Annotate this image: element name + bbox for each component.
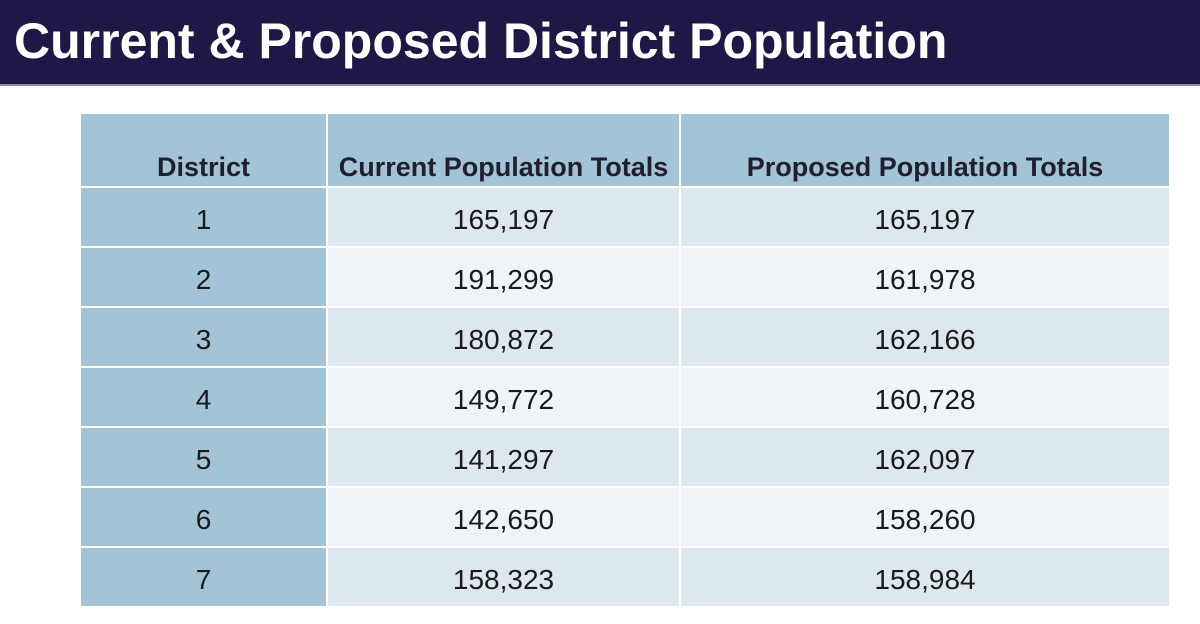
- current-population-cell: 158,323: [326, 546, 681, 608]
- district-cell: 7: [79, 546, 328, 608]
- proposed-population-cell: 158,984: [679, 546, 1171, 608]
- title-bar: Current & Proposed District Population: [0, 0, 1200, 86]
- header-proposed-population: Proposed Population Totals: [679, 112, 1171, 188]
- proposed-population-cell: 162,097: [679, 426, 1171, 488]
- district-cell: 3: [79, 306, 328, 368]
- proposed-population-cell: 165,197: [679, 186, 1171, 248]
- district-cell: 5: [79, 426, 328, 488]
- district-cell: 6: [79, 486, 328, 548]
- district-cell: 4: [79, 366, 328, 428]
- table-row: 6 142,650 158,260: [79, 486, 1171, 548]
- current-population-cell: 191,299: [326, 246, 681, 308]
- proposed-population-cell: 161,978: [679, 246, 1171, 308]
- table-row: 3 180,872 162,166: [79, 306, 1171, 368]
- table-row: 7 158,323 158,984: [79, 546, 1171, 608]
- current-population-cell: 141,297: [326, 426, 681, 488]
- current-population-cell: 142,650: [326, 486, 681, 548]
- current-population-cell: 165,197: [326, 186, 681, 248]
- district-cell: 2: [79, 246, 328, 308]
- proposed-population-cell: 160,728: [679, 366, 1171, 428]
- header-current-population: Current Population Totals: [326, 112, 681, 188]
- table-row: 4 149,772 160,728: [79, 366, 1171, 428]
- district-cell: 1: [79, 186, 328, 248]
- page-title: Current & Proposed District Population: [14, 13, 948, 69]
- table-row: 5 141,297 162,097: [79, 426, 1171, 488]
- table-row: 2 191,299 161,978: [79, 246, 1171, 308]
- proposed-population-cell: 162,166: [679, 306, 1171, 368]
- table-row: 1 165,197 165,197: [79, 186, 1171, 248]
- proposed-population-cell: 158,260: [679, 486, 1171, 548]
- table-header-row: District Current Population Totals Propo…: [79, 112, 1171, 188]
- population-table: District Current Population Totals Propo…: [79, 112, 1171, 608]
- current-population-cell: 149,772: [326, 366, 681, 428]
- header-district: District: [79, 112, 328, 188]
- current-population-cell: 180,872: [326, 306, 681, 368]
